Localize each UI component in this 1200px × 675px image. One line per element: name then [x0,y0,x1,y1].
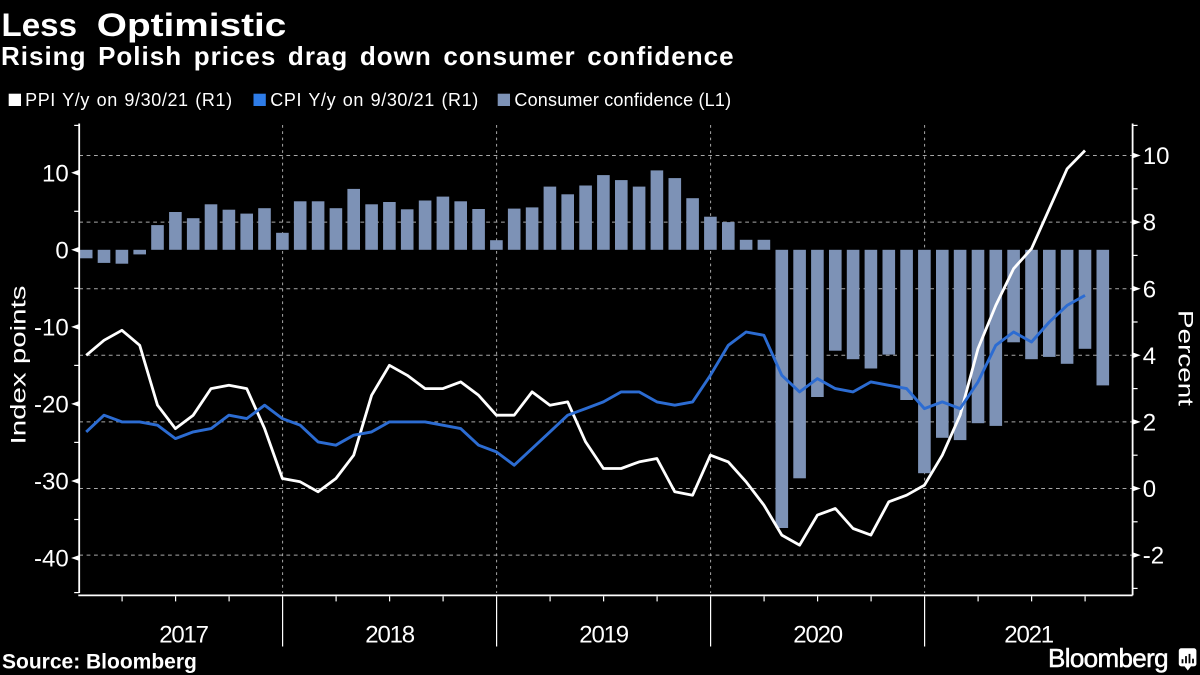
svg-text:Consumer confidence (L1): Consumer confidence (L1) [514,90,731,110]
svg-text:Rising Polish prices drag down: Rising Polish prices drag down consumer … [1,41,735,71]
svg-text:Index points: Index points [7,286,30,445]
svg-text:Bloomberg: Bloomberg [1048,643,1168,673]
svg-text:2020: 2020 [793,622,842,649]
svg-text:2018: 2018 [365,622,414,649]
svg-text:10: 10 [42,160,69,187]
svg-text:4: 4 [1143,343,1156,370]
svg-text:0: 0 [55,237,68,264]
svg-text:2021: 2021 [1004,622,1053,649]
svg-text:-20: -20 [34,392,69,419]
svg-text:2019: 2019 [579,622,628,649]
svg-text:Optimistic: Optimistic [97,7,287,43]
svg-text:-2: -2 [1143,543,1164,570]
svg-text:Less: Less [2,7,77,43]
svg-text:0: 0 [1143,476,1156,503]
svg-text:PPI Y/y on 9/30/21 (R1): PPI Y/y on 9/30/21 (R1) [25,90,233,110]
svg-text:10: 10 [1143,143,1170,170]
svg-text:CPI Y/y on 9/30/21 (R1): CPI Y/y on 9/30/21 (R1) [270,90,479,110]
svg-text:2017: 2017 [159,622,208,649]
svg-text:8: 8 [1143,210,1156,237]
svg-text:-10: -10 [34,315,69,342]
svg-text:Source: Bloomberg: Source: Bloomberg [2,651,197,674]
svg-text:2: 2 [1143,410,1156,437]
svg-text:-40: -40 [34,546,69,573]
svg-text:Percent: Percent [1173,310,1196,406]
svg-text:6: 6 [1143,276,1156,303]
svg-text:-30: -30 [34,469,69,496]
